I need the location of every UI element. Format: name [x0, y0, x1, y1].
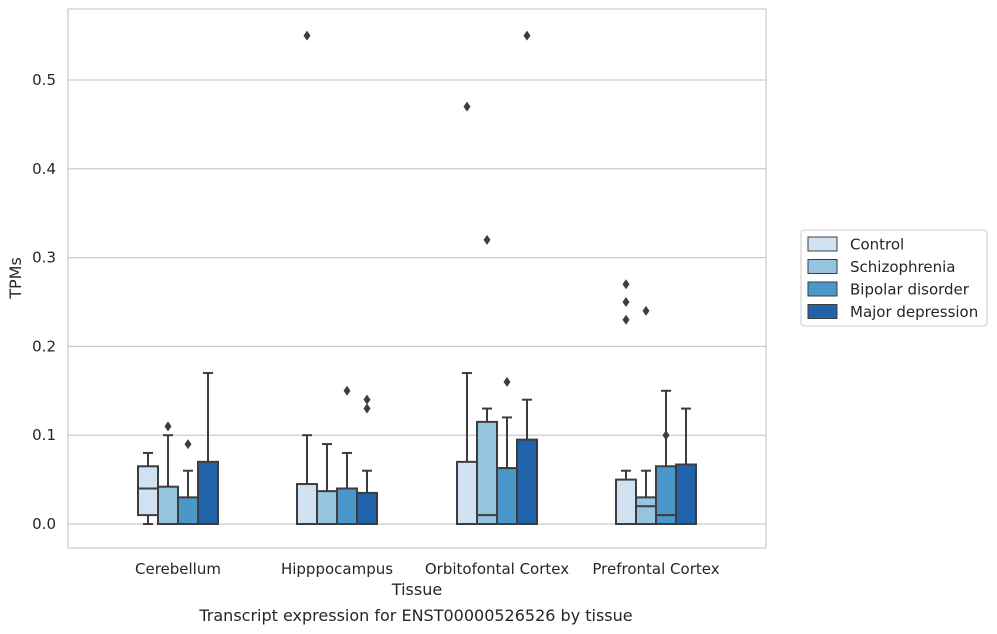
box-bipolar-disorder	[177, 439, 199, 525]
box	[456, 460, 478, 525]
box-schizophrenia	[157, 421, 179, 526]
legend-label: Major depression	[850, 303, 978, 321]
outlier-point	[483, 234, 491, 245]
x-tick-label: Orbitofontal Cortex	[425, 560, 569, 578]
outlier-point	[622, 279, 630, 290]
box-control	[137, 451, 159, 525]
x-tick-labels: Cerebellum Hipppocampus Orbitofontal Corte…	[135, 560, 720, 578]
box-bipolar-disorder	[496, 376, 518, 525]
box-control	[456, 101, 478, 525]
box	[516, 438, 538, 526]
box	[496, 467, 518, 525]
box-plots	[137, 30, 697, 526]
box	[316, 490, 338, 526]
box-control	[296, 30, 318, 526]
legend-swatch	[807, 259, 838, 274]
legend-label: Control	[850, 236, 904, 254]
outlier-point	[642, 305, 650, 316]
figure-caption: Transcript expression for ENST0000052652…	[199, 606, 633, 625]
box	[476, 420, 498, 526]
outlier-point	[363, 394, 371, 405]
box	[197, 460, 219, 525]
outlier-point	[463, 101, 471, 112]
y-tick-label: 0.4	[32, 160, 56, 178]
legend-label: Bipolar disorder	[850, 281, 970, 299]
box	[336, 487, 358, 526]
legend-label: Schizophrenia	[850, 258, 955, 276]
box	[177, 496, 199, 525]
legend-swatch	[807, 304, 838, 319]
box-major-depression	[675, 407, 697, 525]
outlier-point	[622, 314, 630, 325]
outlier-point	[503, 376, 511, 387]
outlier-point	[622, 297, 630, 307]
outlier-point	[184, 439, 192, 450]
y-tick-label: 0.3	[32, 249, 56, 267]
box-major-depression	[356, 394, 378, 526]
y-axis-label: TPMs	[6, 257, 25, 300]
box	[157, 485, 179, 526]
box-major-depression	[516, 30, 538, 526]
box	[615, 478, 637, 526]
legend-swatch	[807, 236, 838, 252]
box-schizophrenia	[635, 305, 657, 525]
legend-swatch	[807, 281, 838, 297]
outlier-point	[303, 30, 311, 41]
box	[635, 496, 657, 525]
box	[675, 463, 697, 525]
box	[356, 491, 378, 526]
box-schizophrenia	[476, 234, 498, 526]
y-tick-labels: 0.0 0.1 0.2 0.3 0.4 0.5	[32, 71, 56, 533]
x-axis-label: Tissue	[391, 580, 442, 599]
outlier-point	[662, 430, 670, 441]
y-tick-label: 0.1	[32, 426, 56, 444]
box-schizophrenia	[316, 443, 338, 526]
box-bipolar-disorder	[655, 389, 677, 525]
grid-lines	[68, 79, 766, 525]
outlier-point	[523, 30, 531, 41]
x-tick-label: Prefrontal Cortex	[592, 560, 719, 578]
plot-frame	[67, 8, 767, 549]
x-tick-label: Hipppocampus	[281, 560, 393, 578]
box	[137, 465, 159, 517]
box-control	[615, 279, 637, 526]
legend: Control Schizophrenia Bipolar disorder Majo…	[800, 229, 988, 327]
outlier-point	[164, 421, 172, 432]
y-tick-label: 0.0	[32, 515, 56, 533]
outlier-point	[363, 403, 371, 414]
box	[296, 483, 318, 526]
outlier-point	[343, 385, 351, 396]
y-tick-label: 0.2	[32, 337, 56, 355]
y-tick-label: 0.5	[32, 71, 56, 89]
x-tick-label: Cerebellum	[135, 560, 221, 578]
box-major-depression	[197, 372, 219, 525]
box-bipolar-disorder	[336, 385, 358, 526]
legend-frame	[800, 229, 988, 327]
